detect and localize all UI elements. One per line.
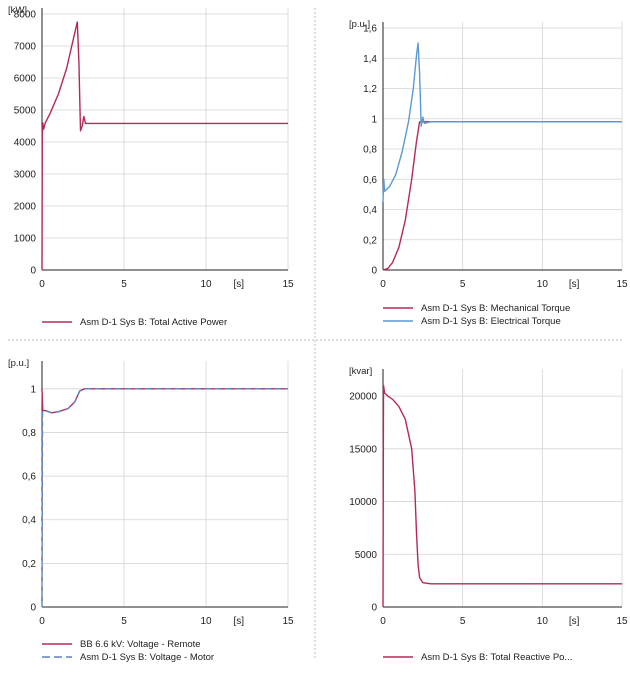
y-tick-label: 3000: [14, 170, 37, 181]
chart-panel-2: 0 5 10 15 0 0,2 0,4 0,6 0,8 1 1,2 1,4 1,6[p.u.] [s] As…: [349, 19, 628, 327]
y-tick-label: 0: [371, 603, 377, 614]
x-tick-label: 0: [380, 616, 386, 627]
y-tick-label: 2000: [14, 202, 37, 213]
y-tick-label: 0,6: [363, 175, 377, 186]
x-tick-label: 15: [282, 616, 294, 627]
y-tick-label: 0,6: [22, 472, 36, 483]
y-tick-label: 1: [371, 114, 377, 125]
y-tick-label: 5000: [14, 106, 37, 117]
x-tick-label: 15: [616, 279, 628, 290]
x-unit-label: [s]: [569, 616, 580, 627]
y-unit-label: [p.u.]: [8, 358, 29, 369]
chart-panel-1: 0 5 10 15010002000300040005000600070008000[…: [8, 5, 294, 328]
y-tick-label: 20000: [349, 392, 377, 403]
legend-label: Asm D-1 Sys B: Total Active Power: [80, 317, 227, 328]
y-tick-label: 0,4: [363, 205, 377, 216]
y-tick-label: 10000: [349, 497, 377, 508]
x-tick-label: 10: [537, 279, 549, 290]
chart-panel-4: 0 5 10 15 0 5000 10000 15000 20000 [kvar] [s] Asm D…: [349, 366, 628, 663]
x-tick-label: 5: [460, 616, 466, 627]
x-tick-label: 0: [39, 616, 45, 627]
legend-label: Asm D-1 Sys B: Electrical Torque: [421, 316, 561, 327]
y-tick-label: 1: [30, 384, 36, 395]
y-tick-label: 6000: [14, 74, 37, 85]
y-tick-label: 0,2: [363, 235, 377, 246]
y-tick-label: 7000: [14, 42, 37, 53]
y-tick-label: 0: [30, 603, 36, 614]
y-tick-label: 1,2: [363, 84, 377, 95]
x-unit-label: [s]: [234, 616, 245, 627]
y-tick-label: 0: [371, 266, 377, 277]
x-tick-label: 0: [380, 279, 386, 290]
x-tick-label: 10: [537, 616, 549, 627]
x-unit-label: [s]: [569, 279, 580, 290]
y-tick-label: 0: [30, 266, 36, 277]
series-line-1: [41, 21, 288, 271]
x-tick-label: 5: [460, 279, 466, 290]
y-unit-label: [kvar]: [349, 366, 372, 377]
y-tick-label: 1000: [14, 234, 37, 245]
series-line-1: [382, 384, 622, 608]
y-tick-label: 15000: [349, 444, 377, 455]
y-tick-label: 4000: [14, 138, 37, 149]
series-line-2: [382, 42, 622, 202]
y-unit-label: [p.u.]: [349, 19, 370, 30]
y-tick-label: 0,8: [22, 428, 36, 439]
x-tick-label: 0: [39, 279, 45, 290]
legend-label: Asm D-1 Sys B: Total Reactive Po...: [421, 652, 572, 663]
legend-label: Asm D-1 Sys B: Mechanical Torque: [421, 303, 570, 314]
y-tick-label: 0,2: [22, 559, 36, 570]
x-tick-label: 15: [282, 279, 294, 290]
y-tick-label: 0,4: [22, 515, 36, 526]
y-tick-label: 0,8: [363, 145, 377, 156]
x-tick-label: 5: [121, 279, 127, 290]
series-line-2: [41, 388, 288, 608]
chart-panel-3: 0 5 10 15 0 0,2 0,4 0,6 0,8 1 [p.u.] [s] BB 6.6 kV: …: [8, 358, 294, 663]
x-tick-label: 15: [616, 616, 628, 627]
x-tick-label: 5: [121, 616, 127, 627]
y-tick-label: 1,6: [363, 24, 377, 35]
legend-label: BB 6.6 kV: Voltage - Remote: [80, 639, 201, 650]
y-tick-label: 5000: [355, 550, 378, 561]
x-tick-label: 10: [200, 279, 212, 290]
series-line-1: [382, 121, 622, 271]
y-tick-label: 8000: [14, 10, 37, 21]
legend-label: Asm D-1 Sys B: Voltage - Motor: [80, 652, 214, 663]
x-unit-label: [s]: [234, 279, 245, 290]
series-line-1: [41, 388, 288, 414]
x-tick-label: 10: [200, 616, 212, 627]
y-tick-label: 1,4: [363, 54, 377, 65]
y-unit-label: [kW]: [8, 5, 27, 16]
